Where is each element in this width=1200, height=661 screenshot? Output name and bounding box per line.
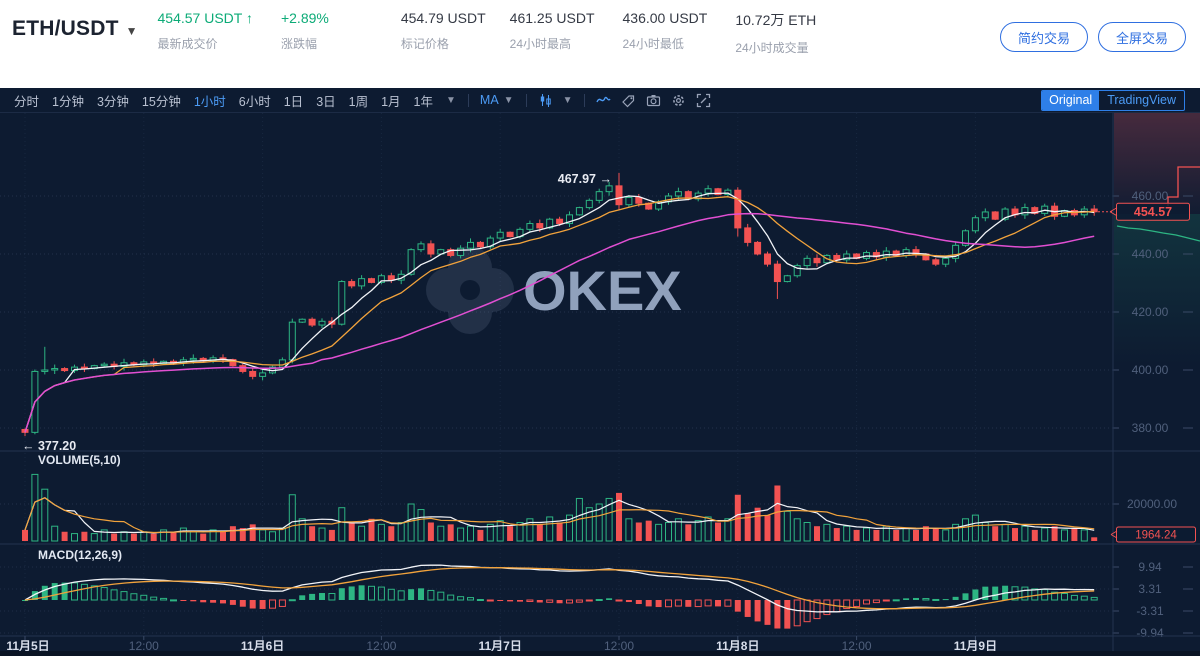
tab-timeframe-15m[interactable]: 15分钟: [141, 94, 181, 109]
chevron-down-icon: ▼: [125, 23, 138, 38]
svg-text:VOLUME(5,10): VOLUME(5,10): [38, 453, 121, 467]
symbol-name: ETH/USDT: [12, 17, 119, 40]
fullscreen-trade-button[interactable]: 全屏交易: [1097, 22, 1186, 52]
camera-snapshot-icon[interactable]: [646, 93, 661, 108]
change-label: 涨跌幅: [280, 37, 317, 51]
fullscreen-chart-icon[interactable]: [696, 93, 711, 108]
tab-timeframe-1m[interactable]: 1分钟: [52, 94, 84, 109]
low-24h-value: 436.00 USDT: [622, 10, 708, 26]
simple-trade-button[interactable]: 简约交易: [999, 22, 1088, 52]
svg-text:11月5日: 11月5日: [6, 639, 49, 653]
change-block: +2.89% 涨跌幅: [281, 10, 329, 52]
last-price-value: 454.57 USDT: [157, 10, 243, 26]
high-24h-block: 461.25 USDT 24小时最高: [510, 10, 595, 52]
last-price-label: 最新成交价: [157, 37, 218, 51]
low-24h-label: 24小时最低: [622, 37, 684, 51]
price-up-arrow-icon: ↑: [245, 10, 253, 26]
svg-text:400.00: 400.00: [1132, 363, 1169, 377]
tab-timeframe-1d[interactable]: 1日: [283, 94, 304, 109]
svg-text:420.00: 420.00: [1132, 305, 1169, 319]
line-style-icon[interactable]: [596, 93, 612, 108]
svg-text:454.57: 454.57: [1134, 205, 1172, 219]
ma-caret-icon[interactable]: ▼: [503, 94, 514, 106]
chart-toolbar: 分时 1分钟 3分钟 15分钟 1小时 6小时 1日 3日 1周 1月 1年 ▼…: [0, 88, 1200, 113]
high-24h-label: 24小时最高: [509, 37, 572, 51]
settings-gear-icon[interactable]: [671, 93, 686, 108]
svg-text:-9.94: -9.94: [1136, 626, 1164, 640]
symbol-selector[interactable]: ETH/USDT ▼: [12, 17, 138, 41]
tab-timeframe-1mo[interactable]: 1月: [381, 94, 401, 109]
svg-text:460.00: 460.00: [1132, 189, 1169, 203]
mark-price-block: 454.79 USDT 标记价格: [401, 10, 486, 52]
volume-24h-value: 10.72万 ETH: [735, 12, 817, 28]
candle-type-caret-icon[interactable]: ▼: [562, 94, 573, 106]
chart-engine-toggle[interactable]: Original TradingView: [1041, 89, 1185, 111]
svg-text:OKEX: OKEX: [523, 259, 682, 322]
tab-timeframe-fenshi[interactable]: 分时: [14, 94, 40, 109]
tab-timeframe-3m[interactable]: 3分钟: [96, 94, 129, 109]
svg-text:467.97 →: 467.97 →: [558, 172, 612, 186]
svg-text:12:00: 12:00: [842, 639, 872, 653]
ticker-header: ETH/USDT ▼ 454.57 USDT ↑ 最新成交价 +2.89% 涨跌…: [0, 0, 1200, 88]
svg-text:3.31: 3.31: [1138, 582, 1162, 596]
svg-text:11月8日: 11月8日: [716, 639, 759, 653]
last-price-block: 454.57 USDT ↑ 最新成交价: [158, 10, 253, 52]
toolbar-divider: [584, 93, 586, 107]
tab-timeframe-1h[interactable]: 1小时: [193, 94, 226, 109]
kline-chart-canvas[interactable]: 460.00 440.00 420.00 400.00 380.00 20000.00 9.…: [0, 113, 1200, 656]
more-timeframes-caret-icon[interactable]: ▼: [446, 94, 456, 106]
svg-text:440.00: 440.00: [1132, 247, 1169, 261]
change-value: +2.89%: [280, 10, 329, 26]
svg-text:12:00: 12:00: [366, 639, 396, 653]
toolbar-divider: [525, 93, 527, 107]
svg-text:9.94: 9.94: [1138, 560, 1162, 574]
svg-text:12:00: 12:00: [604, 639, 634, 653]
low-24h-block: 436.00 USDT 24小时最低: [623, 10, 708, 52]
svg-text:20000.00: 20000.00: [1127, 497, 1177, 511]
toggle-tradingview[interactable]: TradingView: [1107, 92, 1176, 107]
high-24h-value: 461.25 USDT: [509, 10, 595, 26]
candle-type-icon[interactable]: [538, 93, 553, 108]
tab-timeframe-1w[interactable]: 1周: [348, 94, 369, 109]
toggle-original[interactable]: Original: [1042, 90, 1100, 110]
volume-24h-block: 10.72万 ETH 24小时成交量: [735, 10, 816, 56]
svg-text:11月9日: 11月9日: [954, 639, 997, 653]
svg-text:380.00: 380.00: [1132, 421, 1169, 435]
mark-price-value: 454.79 USDT: [400, 10, 486, 26]
compare-tag-icon[interactable]: [621, 93, 636, 108]
svg-text:12:00: 12:00: [129, 639, 159, 653]
svg-text:MACD(12,26,9): MACD(12,26,9): [38, 548, 122, 562]
tab-timeframe-3d[interactable]: 3日: [316, 94, 336, 109]
toolbar-divider: [467, 93, 469, 107]
volume-24h-label: 24小时成交量: [735, 41, 809, 55]
ma-indicator-dropdown[interactable]: MA: [479, 93, 499, 107]
tab-timeframe-1y[interactable]: 1年: [413, 94, 433, 109]
svg-text:1964.24: 1964.24: [1135, 530, 1177, 542]
tab-timeframe-6h[interactable]: 6小时: [238, 94, 271, 109]
chart-panel: 分时 1分钟 3分钟 15分钟 1小时 6小时 1日 3日 1周 1月 1年 ▼…: [0, 88, 1200, 656]
svg-text:11月6日: 11月6日: [241, 639, 284, 653]
svg-text:-3.31: -3.31: [1136, 604, 1164, 618]
svg-text:11月7日: 11月7日: [479, 639, 522, 653]
mark-price-label: 标记价格: [400, 37, 449, 51]
svg-text:← 377.20: ← 377.20: [22, 439, 76, 453]
